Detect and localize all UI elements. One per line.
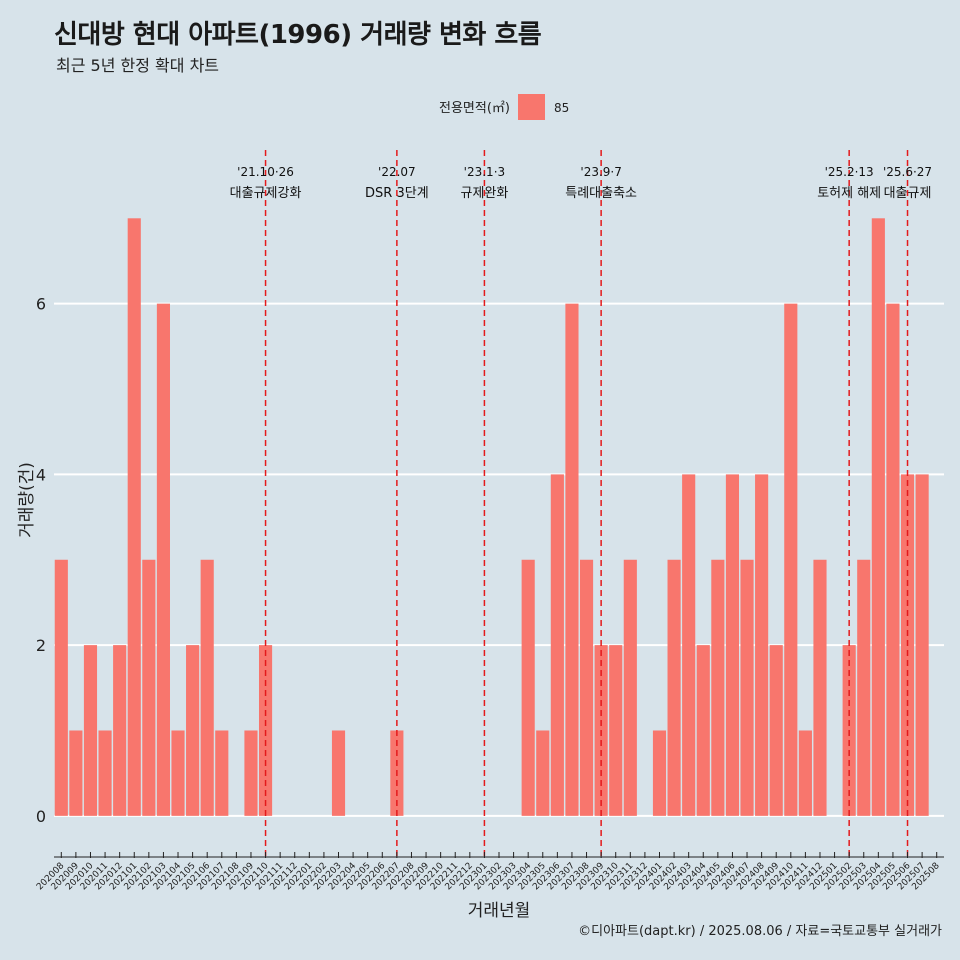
event-label: 토허제 해제 <box>817 186 881 201</box>
bar <box>565 303 579 816</box>
bar <box>113 645 127 816</box>
bar <box>798 730 812 816</box>
bar <box>609 645 623 816</box>
event-label: 특례대출축소 <box>565 186 637 201</box>
bar <box>623 559 637 816</box>
bar <box>98 730 112 816</box>
bars <box>54 218 929 816</box>
bar <box>550 474 564 816</box>
bar <box>711 559 725 816</box>
bar <box>652 730 667 816</box>
bar <box>83 645 98 816</box>
legend: 전용면적(㎡) 85 <box>439 94 569 120</box>
bar <box>784 303 798 816</box>
bar <box>667 559 681 816</box>
bar <box>813 559 827 816</box>
bar <box>725 474 740 816</box>
legend-swatch <box>518 94 545 120</box>
bar <box>215 730 229 816</box>
bar <box>69 730 83 816</box>
y-tick-label: 4 <box>36 465 46 484</box>
bar <box>331 730 346 816</box>
event-date: '23.9·7 <box>580 165 621 179</box>
bar <box>769 645 783 816</box>
bar <box>682 474 696 816</box>
chart-title: 신대방 현대 아파트(1996) 거래량 변화 흐름 <box>54 20 542 50</box>
bar <box>740 559 754 816</box>
event-annotations: '21.10·26 대출규제강화 '22.07 DSR 3단계 '23.1·3 규제완화 '… <box>230 150 932 856</box>
event-label: 대출규제 <box>884 186 932 201</box>
bar <box>186 645 200 816</box>
bar <box>200 559 214 816</box>
bar <box>244 730 258 816</box>
x-axis-title: 거래년월 <box>468 901 531 921</box>
y-axis-title: 거래량(건) <box>17 462 37 538</box>
event-label: 대출규제강화 <box>230 186 302 201</box>
y-tick-label: 2 <box>36 636 46 655</box>
event-date: '25.6·27 <box>883 165 932 179</box>
bar <box>755 474 769 816</box>
bar <box>871 218 885 816</box>
event-date: '25.2·13 <box>825 165 874 179</box>
chart-subtitle: 최근 5년 한정 확대 차트 <box>56 56 220 75</box>
bar <box>696 645 710 816</box>
bar <box>915 474 929 816</box>
bar <box>142 559 156 816</box>
bar <box>857 559 871 816</box>
event-label: 규제완화 <box>460 186 508 201</box>
legend-title: 전용면적(㎡) <box>439 101 510 116</box>
y-tick-label: 0 <box>36 807 46 826</box>
event-date: '22.07 <box>378 165 416 179</box>
bar <box>521 559 535 816</box>
y-tick-label: 6 <box>36 295 46 314</box>
legend-label: 85 <box>554 101 569 115</box>
bar <box>156 303 170 816</box>
axes: 2020082020092020102020112020122021012021… <box>17 462 944 921</box>
bar <box>536 730 550 816</box>
event-date: '21.10·26 <box>237 165 294 179</box>
event-date: '23.1·3 <box>464 165 505 179</box>
event-label: DSR 3단계 <box>365 186 429 201</box>
bar <box>127 218 141 816</box>
bar <box>171 730 185 816</box>
bar <box>579 559 594 816</box>
source-caption: ©디아파트(dapt.kr) / 2025.08.06 / 자료=국토교통부 실… <box>578 924 942 939</box>
bar <box>54 559 68 816</box>
bar <box>886 303 900 816</box>
